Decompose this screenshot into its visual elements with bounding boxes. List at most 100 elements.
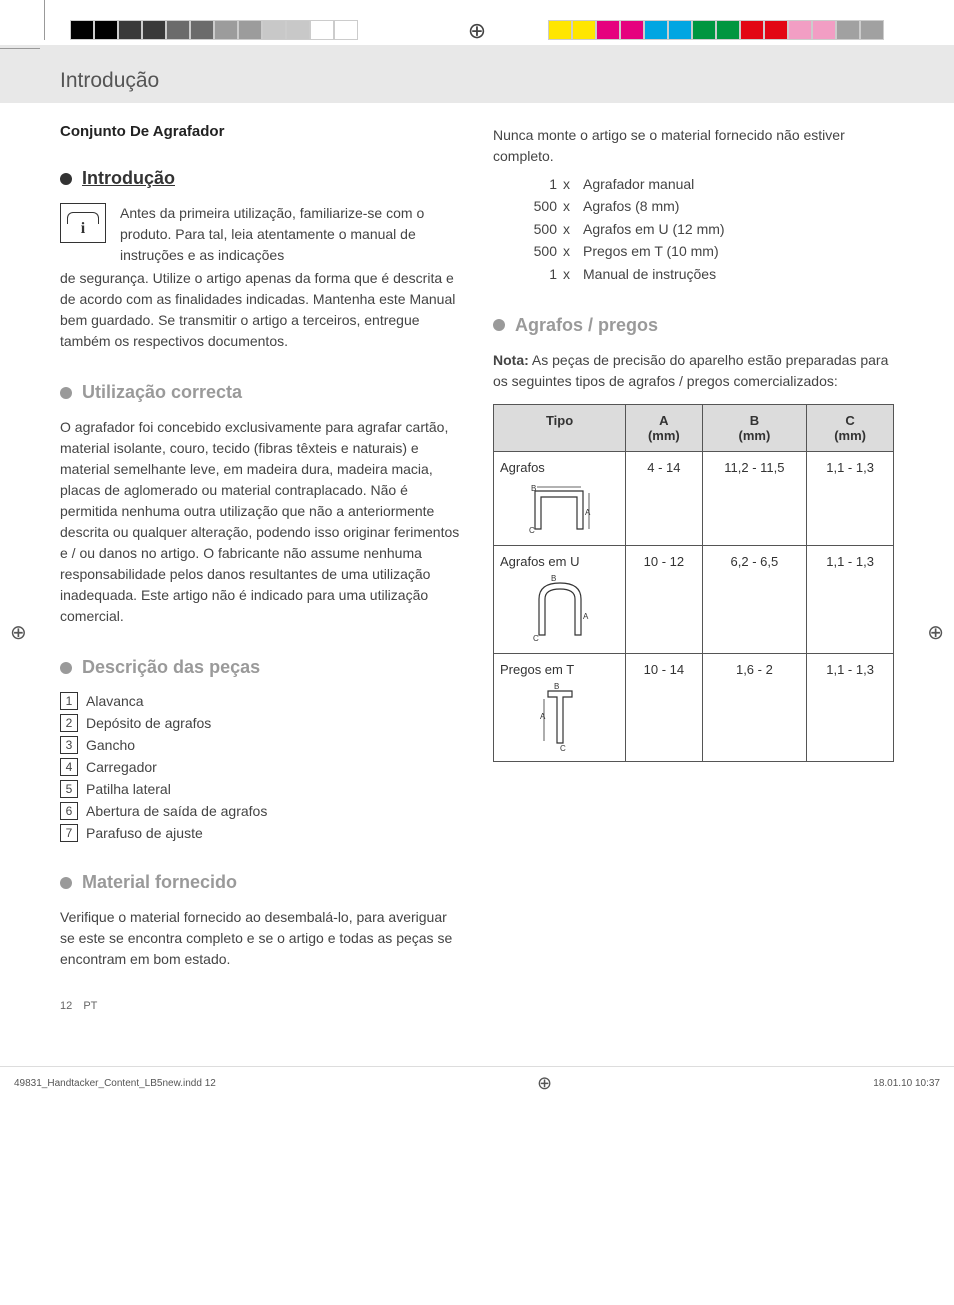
part-row: 6Abertura de saída de agrafos <box>60 802 461 820</box>
page-number: 12 <box>60 1000 72 1012</box>
section-heading-usage: Utilização correcta <box>60 382 461 403</box>
print-file-name: 49831_Handtacker_Content_LB5new.indd 12 <box>14 1078 216 1089</box>
bullet-icon <box>60 387 72 399</box>
part-label: Depósito de agrafos <box>86 715 211 731</box>
svg-text:C: C <box>529 526 535 535</box>
supply-list: 1xAgrafador manual500xAgrafos (8 mm)500x… <box>509 173 894 285</box>
multiply-icon: x <box>563 195 577 217</box>
supply-item: Pregos em T (10 mm) <box>583 240 719 262</box>
color-swatch <box>692 20 716 40</box>
part-row: 7 Parafuso de ajuste <box>60 824 461 842</box>
section-heading-staples: Agrafos / pregos <box>493 315 894 336</box>
multiply-icon: x <box>563 218 577 240</box>
color-swatch <box>214 20 238 40</box>
part-number-box: 5 <box>60 780 78 798</box>
page-body: Introdução Conjunto De Agrafador Introdu… <box>0 45 954 1060</box>
color-swatch <box>334 20 358 40</box>
section-title: Descrição das peças <box>82 657 260 678</box>
intro-lead-row: i Antes da primeira utilização, familiar… <box>60 203 461 266</box>
part-row: 4 Carregador <box>60 758 461 776</box>
supply-item: Manual de instruções <box>583 263 716 285</box>
color-swatch <box>860 20 884 40</box>
color-swatch <box>644 20 668 40</box>
supply-item: Agrafos em U (12 mm) <box>583 218 725 240</box>
cell-type: Pregos em TBAC <box>494 653 626 761</box>
svg-text:B: B <box>551 575 556 583</box>
part-label: Carregador <box>86 759 157 775</box>
table-row: AgrafosBAC4 - 1411,2 - 11,51,1 - 1,3 <box>494 451 894 545</box>
cell-c: 1,1 - 1,3 <box>807 653 894 761</box>
supply-qty: 1 <box>509 263 557 285</box>
cell-type: AgrafosBAC <box>494 451 626 545</box>
cell-c: 1,1 - 1,3 <box>807 545 894 653</box>
col-header-b: B(mm) <box>702 404 807 451</box>
color-swatch <box>740 20 764 40</box>
supply-qty: 500 <box>509 240 557 262</box>
multiply-icon: x <box>563 240 577 262</box>
svg-text:A: A <box>540 712 546 721</box>
section-title: Introdução <box>82 168 175 189</box>
multiply-icon: x <box>563 173 577 195</box>
intro-lead-text: Antes da primeira utilização, familiariz… <box>120 203 461 266</box>
supply-row: 500 x Pregos em T (10 mm) <box>509 240 894 262</box>
section-title: Utilização correcta <box>82 382 242 403</box>
supply-row: 500xAgrafos (8 mm) <box>509 195 894 217</box>
part-label: Parafuso de ajuste <box>86 825 203 841</box>
color-swatches-right <box>548 20 884 40</box>
multiply-icon: x <box>563 263 577 285</box>
svg-text:B: B <box>554 683 559 691</box>
col-header-a: A(mm) <box>626 404 702 451</box>
bullet-icon <box>60 662 72 674</box>
supply-qty: 1 <box>509 173 557 195</box>
cell-a: 10 - 14 <box>626 653 702 761</box>
section-heading-supply: Material fornecido <box>60 872 461 893</box>
part-row: 5Patilha lateral <box>60 780 461 798</box>
crop-mark <box>0 48 40 49</box>
part-number-box: 4 <box>60 758 78 776</box>
registration-mark-icon: ⊕ <box>10 620 27 645</box>
supply-qty: 500 <box>509 195 557 217</box>
supply-warning: Nunca monte o artigo se o material forne… <box>493 125 894 167</box>
color-swatch <box>812 20 836 40</box>
color-swatch <box>286 20 310 40</box>
supply-qty: 500 <box>509 218 557 240</box>
cell-b: 6,2 - 6,5 <box>702 545 807 653</box>
cell-type: Agrafos em UBAC <box>494 545 626 653</box>
svg-text:C: C <box>560 744 566 753</box>
manual-info-icon: i <box>60 203 106 243</box>
note-label: Nota: <box>493 352 529 368</box>
bullet-icon <box>60 877 72 889</box>
part-label: Abertura de saída de agrafos <box>86 803 267 819</box>
color-swatch <box>764 20 788 40</box>
cell-c: 1,1 - 1,3 <box>807 451 894 545</box>
cell-a: 4 - 14 <box>626 451 702 545</box>
cell-b: 11,2 - 11,5 <box>702 451 807 545</box>
page-header: Introdução <box>0 45 954 103</box>
section-title: Material fornecido <box>82 872 237 893</box>
color-swatch <box>596 20 620 40</box>
part-number-box: 7 <box>60 824 78 842</box>
color-swatch <box>142 20 166 40</box>
supply-item: Agrafador manual <box>583 173 694 195</box>
section-heading-parts: Descrição das peças <box>60 657 461 678</box>
cell-b: 1,6 - 2 <box>702 653 807 761</box>
part-number-box: 1 <box>60 692 78 710</box>
bullet-icon <box>60 173 72 185</box>
part-row: 2Depósito de agrafos <box>60 714 461 732</box>
color-swatch <box>620 20 644 40</box>
svg-text:B: B <box>531 484 536 493</box>
color-swatch <box>166 20 190 40</box>
table-row: Pregos em TBAC10 - 141,6 - 21,1 - 1,3 <box>494 653 894 761</box>
print-marks: ⊕ <box>0 0 954 45</box>
header-title: Introdução <box>60 69 159 92</box>
registration-mark-icon: ⊕ <box>468 18 486 44</box>
color-swatch <box>788 20 812 40</box>
supply-row: 1x Agrafador manual <box>509 173 894 195</box>
spec-table: Tipo A(mm) B(mm) C(mm) AgrafosBAC4 - 141… <box>493 404 894 762</box>
content-columns: Conjunto De Agrafador Introdução i Antes… <box>50 123 904 970</box>
section-heading-intro: Introdução <box>60 168 461 189</box>
color-swatch <box>548 20 572 40</box>
color-swatch <box>238 20 262 40</box>
registration-mark-icon: ⊕ <box>927 620 944 645</box>
crop-mark <box>44 0 45 40</box>
